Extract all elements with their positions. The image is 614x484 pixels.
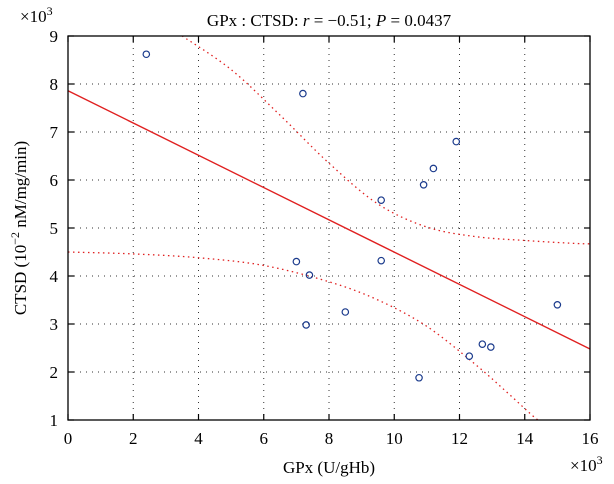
x-multiplier-exponent: 3 (597, 453, 603, 467)
x-axis-label: GPx (U/gHb) (283, 458, 375, 477)
x-axis-multiplier: ×103 (570, 453, 603, 475)
x-tick-label: 2 (129, 429, 138, 448)
data-point (302, 321, 310, 329)
confidence-upper-curve (181, 36, 590, 245)
y-label-exponent: −2 (8, 232, 22, 245)
x-tick-label: 10 (386, 429, 403, 448)
confidence-band-layer (68, 36, 590, 420)
x-tick-label: 4 (194, 429, 203, 448)
regression-line (67, 90, 591, 350)
chart-title: GPx : CTSD: r = −0.51; P = 0.0437 (207, 11, 452, 30)
data-point (377, 256, 386, 265)
x-tick-label: 6 (260, 429, 269, 448)
confidence-lower-curve (68, 251, 539, 420)
data-point (142, 50, 151, 59)
y-tick-label: 1 (50, 411, 59, 430)
x-tick-label: 0 (64, 429, 73, 448)
data-point (419, 181, 428, 189)
title-prefix: GPx : CTSD: (207, 11, 303, 30)
title-r-value: = −0.51; (309, 11, 375, 30)
grid-layer (68, 36, 590, 420)
y-multiplier-base: ×10 (20, 7, 47, 26)
fit-line-layer (67, 90, 591, 350)
point-layer (142, 50, 562, 382)
y-tick-label: 8 (50, 75, 59, 94)
y-tick-label: 7 (50, 123, 59, 142)
data-point (553, 300, 562, 309)
data-point (299, 89, 307, 98)
y-tick-label: 2 (50, 363, 59, 382)
x-tick-label: 14 (516, 429, 534, 448)
data-point (377, 196, 386, 204)
y-multiplier-exponent: 3 (47, 4, 53, 18)
data-point (292, 257, 301, 266)
data-point (429, 164, 438, 173)
data-point (487, 343, 495, 351)
data-point (415, 373, 423, 382)
y-tick-label: 3 (50, 315, 59, 334)
y-tick-label: 6 (50, 171, 59, 190)
data-point (452, 137, 461, 146)
y-axis-multiplier: ×103 (20, 4, 53, 26)
x-tick-label: 16 (582, 429, 599, 448)
y-label-prefix: CTSD (10 (11, 245, 30, 315)
data-point (465, 352, 474, 360)
y-axis-label: CTSD (10−2 nM/mg/min) (8, 141, 30, 315)
title-p-symbol: P (375, 11, 386, 30)
title-r-symbol: r (303, 11, 310, 30)
x-multiplier-base: ×10 (570, 456, 597, 475)
data-point (478, 340, 487, 348)
y-tick-label: 9 (50, 27, 59, 46)
y-label-suffix: nM/mg/min) (11, 141, 30, 232)
x-tick-label: 12 (451, 429, 468, 448)
y-tick-label: 4 (50, 267, 59, 286)
data-point (305, 271, 314, 279)
data-point (341, 308, 350, 316)
title-p-value: = 0.0437 (386, 11, 451, 30)
y-tick-label: 5 (50, 219, 59, 238)
x-tick-label: 8 (325, 429, 334, 448)
